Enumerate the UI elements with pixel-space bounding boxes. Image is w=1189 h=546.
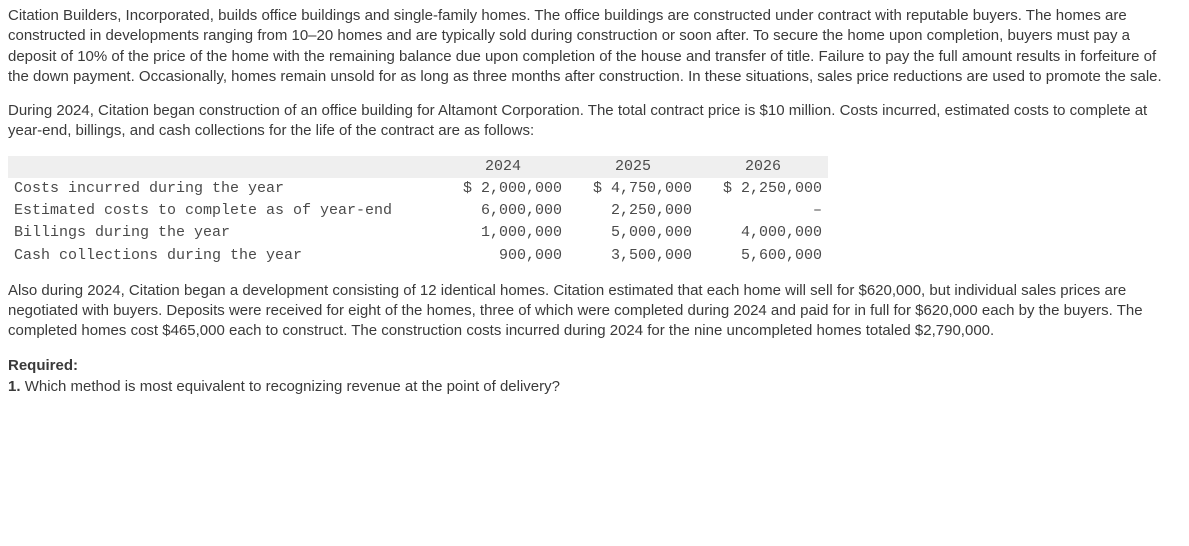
required-item-number: 1.: [8, 378, 21, 395]
required-item-text: Which method is most equivalent to recog…: [25, 378, 560, 395]
row-cell: $ 2,250,000: [698, 178, 828, 200]
row-cell: 5,600,000: [698, 245, 828, 267]
table-row: Estimated costs to complete as of year-e…: [8, 200, 828, 222]
row-label: Billings during the year: [8, 222, 438, 244]
table-header-2024: 2024: [438, 156, 568, 178]
required-heading: Required:: [8, 356, 1181, 376]
table-header-blank: [8, 156, 438, 178]
homes-paragraph: Also during 2024, Citation began a devel…: [8, 281, 1181, 342]
required-item-1: 1. Which method is most equivalent to re…: [8, 377, 1181, 397]
row-cell: $ 4,750,000: [568, 178, 698, 200]
table-header-2026: 2026: [698, 156, 828, 178]
row-cell: 5,000,000: [568, 222, 698, 244]
row-label: Estimated costs to complete as of year-e…: [8, 200, 438, 222]
table-row: Cash collections during the year 900,000…: [8, 245, 828, 267]
row-cell: 6,000,000: [438, 200, 568, 222]
row-cell: 4,000,000: [698, 222, 828, 244]
row-cell: $ 2,000,000: [438, 178, 568, 200]
row-cell: –: [698, 200, 828, 222]
row-label: Cash collections during the year: [8, 245, 438, 267]
row-cell: 2,250,000: [568, 200, 698, 222]
contract-data-table-wrap: 2024 2025 2026 Costs incurred during the…: [8, 156, 1181, 267]
row-label: Costs incurred during the year: [8, 178, 438, 200]
intro-paragraph: Citation Builders, Incorporated, builds …: [8, 6, 1181, 87]
contract-data-table: 2024 2025 2026 Costs incurred during the…: [8, 156, 828, 267]
table-header-row: 2024 2025 2026: [8, 156, 828, 178]
row-cell: 1,000,000: [438, 222, 568, 244]
table-header-2025: 2025: [568, 156, 698, 178]
table-row: Costs incurred during the year $ 2,000,0…: [8, 178, 828, 200]
table-row: Billings during the year 1,000,000 5,000…: [8, 222, 828, 244]
row-cell: 900,000: [438, 245, 568, 267]
context-paragraph: During 2024, Citation began construction…: [8, 101, 1181, 142]
row-cell: 3,500,000: [568, 245, 698, 267]
